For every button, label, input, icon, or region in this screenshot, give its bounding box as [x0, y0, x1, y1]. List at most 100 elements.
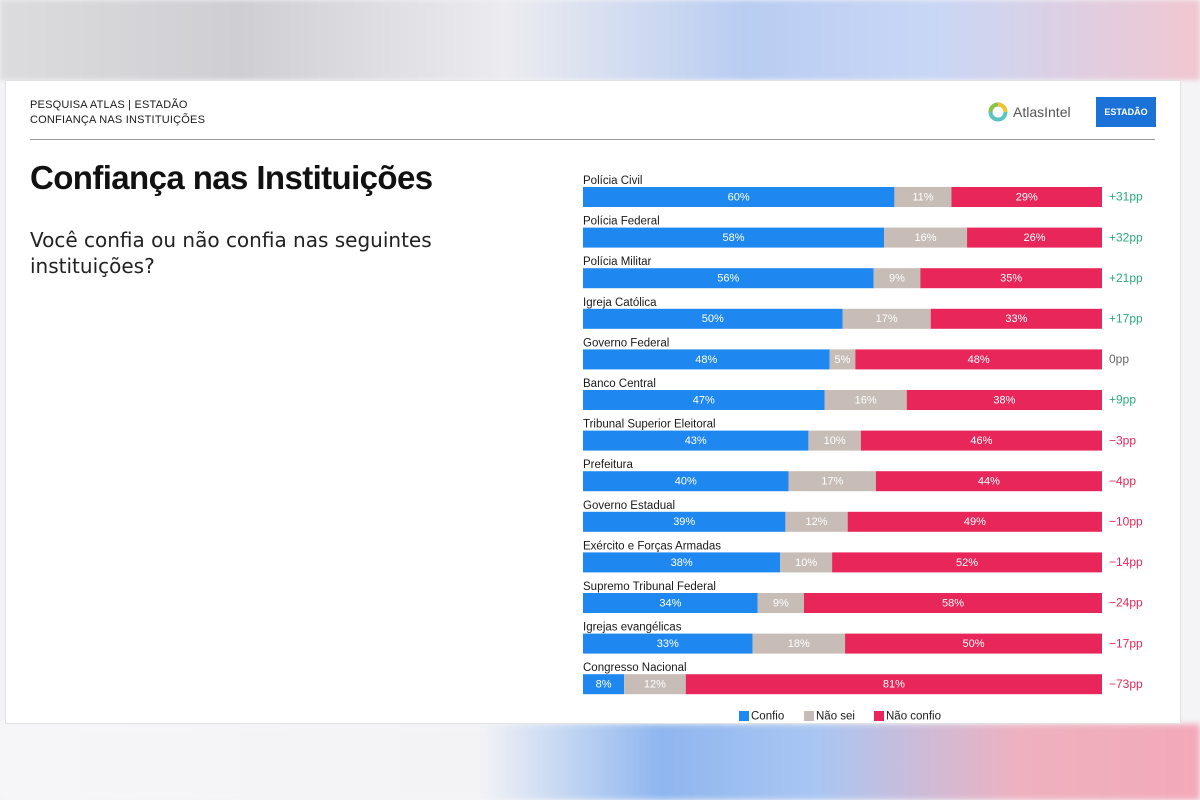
net-difference-label: −10pp [1109, 514, 1143, 528]
atlas-logo-text: AtlasIntel [1013, 104, 1071, 120]
bar-segment [967, 227, 1102, 248]
data-label: 38% [671, 557, 693, 569]
bar-segment [951, 187, 1102, 207]
bar-segment [583, 552, 781, 573]
bar-segment [875, 471, 1102, 492]
net-difference-label: +31pp [1109, 190, 1143, 204]
bar-segment [752, 633, 846, 654]
bar-segment [842, 308, 931, 329]
header-divider [30, 139, 1155, 140]
data-label: 11% [912, 191, 933, 203]
bar-segment [624, 674, 686, 695]
category-label: Polícia Civil [583, 175, 642, 187]
net-difference-label: −17pp [1109, 636, 1143, 650]
category-label: Governo Estadual [583, 500, 675, 512]
bar-segment [583, 633, 753, 654]
data-label: 81% [883, 679, 905, 691]
data-label: 50% [702, 313, 724, 325]
data-label: 49% [964, 516, 986, 528]
header-survey-name: PESQUISA ATLAS | ESTADÃO [30, 99, 188, 111]
data-label: 33% [657, 638, 679, 650]
data-label: 29% [1016, 191, 1038, 203]
category-label: Prefeitura [583, 459, 633, 471]
legend-label: Confio [751, 711, 784, 723]
atlas-logo-icon [988, 102, 1008, 122]
data-label: 58% [942, 597, 964, 609]
net-difference-label: −3pp [1109, 433, 1136, 447]
net-difference-label: −24pp [1109, 596, 1143, 610]
data-label: 44% [978, 476, 1000, 488]
blurred-background-bottom [0, 724, 1200, 800]
data-label: 50% [963, 638, 985, 650]
bar-segment [788, 471, 876, 492]
data-label: 9% [889, 273, 905, 285]
net-difference-label: −14pp [1109, 555, 1143, 569]
category-label: Polícia Militar [583, 256, 652, 268]
data-label: 48% [695, 354, 717, 366]
bar-segment [785, 511, 848, 532]
data-label: 43% [685, 435, 707, 447]
bar-segment [873, 268, 921, 289]
net-difference-label: +17pp [1109, 311, 1143, 325]
bar-segment [583, 471, 789, 492]
bar-segment [884, 227, 968, 248]
atlasintel-logo: AtlasIntel [988, 101, 1071, 123]
bar-segment [583, 390, 825, 410]
data-label: 16% [855, 394, 877, 406]
bar-segment [583, 349, 830, 370]
data-label: 35% [1000, 273, 1022, 285]
data-label: 38% [993, 394, 1015, 406]
data-label: 47% [693, 394, 715, 406]
bar-segment [583, 511, 786, 532]
bar-segment [780, 552, 833, 573]
bar-segment [847, 511, 1102, 532]
net-difference-label: +21pp [1109, 271, 1143, 285]
data-label: 48% [968, 354, 990, 366]
data-label: 58% [722, 232, 744, 244]
data-label: 26% [1024, 232, 1046, 244]
data-label: 10% [795, 557, 817, 569]
data-label: 40% [675, 476, 697, 488]
legend-swatch [804, 711, 814, 721]
estadao-logo: ESTADÃO [1096, 97, 1156, 127]
data-label: 18% [788, 638, 810, 650]
category-label: Tribunal Superior Eleitoral [583, 419, 716, 431]
category-label: Congresso Nacional [583, 662, 687, 674]
bar-segment [832, 552, 1102, 573]
data-label: 10% [824, 435, 846, 447]
bar-segment [583, 430, 809, 451]
bar-segment [920, 268, 1102, 289]
net-difference-label: −4pp [1109, 474, 1136, 488]
page-title: Confiança nas Instituições [30, 159, 433, 196]
net-difference-label: −73pp [1109, 677, 1143, 691]
category-label: Governo Federal [583, 337, 669, 349]
data-label: 52% [956, 557, 978, 569]
bar-segment [829, 349, 856, 370]
bar-segment [894, 187, 952, 207]
bar-segment [803, 593, 1102, 613]
category-label: Igreja Católica [583, 297, 657, 309]
category-label: Banco Central [583, 378, 656, 390]
legend-swatch [874, 711, 884, 721]
data-label: 33% [1005, 313, 1027, 325]
bar-segment [583, 593, 758, 613]
data-label: 17% [821, 476, 843, 488]
category-label: Polícia Federal [583, 216, 660, 228]
bar-segment [583, 674, 625, 695]
data-label: 9% [773, 597, 789, 609]
net-difference-label: +32pp [1109, 230, 1143, 244]
category-label: Supremo Tribunal Federal [583, 581, 716, 593]
net-difference-label: +9pp [1109, 393, 1136, 407]
bar-segment [583, 187, 895, 207]
estadao-logo-text: ESTADÃO [1104, 107, 1148, 117]
bar-segment [845, 633, 1102, 654]
data-label: 12% [644, 679, 666, 691]
legend-label: Não sei [816, 711, 855, 723]
legend-swatch [739, 711, 749, 721]
legend-label: Não confio [886, 711, 941, 723]
data-label: 17% [876, 313, 898, 325]
data-label: 39% [673, 516, 695, 528]
survey-question: Você confia ou não confia nas seguintes … [30, 228, 432, 278]
header-topic: CONFIANÇA NAS INSTITUIÇÕES [30, 114, 206, 126]
